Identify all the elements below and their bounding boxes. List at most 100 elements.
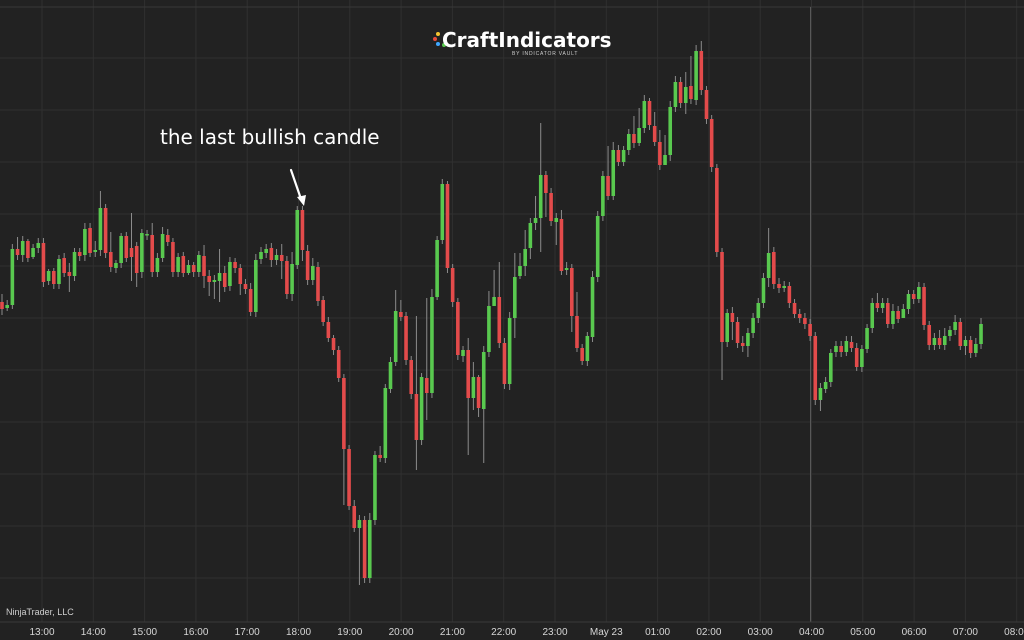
bearish-candle-body <box>772 252 776 284</box>
candle <box>544 171 548 217</box>
candle <box>979 318 983 349</box>
bullish-candle-body <box>595 216 600 277</box>
candle <box>637 108 641 146</box>
candle <box>466 338 470 455</box>
candle <box>626 129 631 155</box>
bullish-candle-body <box>979 324 983 344</box>
candle <box>507 312 512 390</box>
candle <box>782 281 786 292</box>
candle <box>290 252 294 301</box>
bullish-candle-body <box>538 175 543 218</box>
candle <box>720 248 724 380</box>
bullish-candle-body <box>290 264 294 294</box>
x-tick-label: 14:00 <box>81 627 106 638</box>
bullish-candle-body <box>217 273 222 281</box>
candle <box>927 321 932 350</box>
bullish-candle-body <box>461 350 465 356</box>
candle <box>746 328 750 357</box>
candle <box>911 290 916 304</box>
candle <box>383 384 388 463</box>
bearish-candle-body <box>911 294 916 299</box>
candle <box>585 332 590 366</box>
candle <box>554 213 559 245</box>
candle <box>901 304 906 318</box>
bullish-candle-body <box>72 252 77 276</box>
candle <box>963 336 968 355</box>
bullish-candle-body <box>668 107 673 155</box>
bullish-candle-body <box>5 305 9 308</box>
logo-dot-1 <box>436 32 440 36</box>
candle <box>725 309 729 347</box>
bullish-candle-body <box>393 311 398 362</box>
bearish-candle-body <box>787 286 792 303</box>
x-tick-label: May 23 <box>590 627 623 638</box>
bearish-candle-body <box>326 322 331 338</box>
candle <box>5 300 9 311</box>
bullish-candle-body <box>140 233 144 272</box>
candle <box>575 292 579 352</box>
bullish-candle-body <box>513 277 517 318</box>
candle <box>264 244 268 258</box>
candle <box>777 278 781 293</box>
candle <box>197 251 201 277</box>
candle <box>932 333 937 350</box>
candle <box>948 326 952 341</box>
bearish-candle-body <box>52 271 56 284</box>
brand-name: CraftIndicators <box>442 28 612 52</box>
candle <box>305 245 310 285</box>
brand-logo: CraftIndicators BY INDICATOR VAULT <box>433 28 612 57</box>
bearish-candle-body <box>678 82 683 103</box>
bullish-candle-body <box>481 352 486 409</box>
candle <box>616 145 621 166</box>
candle <box>699 41 704 95</box>
bearish-candle-body <box>0 302 4 309</box>
candle <box>632 116 636 148</box>
bullish-candle-body <box>974 344 978 353</box>
bearish-candle-body <box>445 184 450 268</box>
candle <box>570 264 574 332</box>
candle <box>968 336 973 358</box>
x-tick-label: 13:00 <box>29 627 54 638</box>
bearish-candle-body <box>777 284 781 288</box>
candle <box>300 206 305 261</box>
candle <box>134 242 139 287</box>
candle <box>26 239 30 262</box>
bearish-candle-body <box>424 378 429 393</box>
candle <box>461 346 465 362</box>
bearish-candle-body <box>704 90 709 119</box>
bearish-candle-body <box>839 346 843 352</box>
candle <box>62 253 66 277</box>
bearish-candle-body <box>730 313 735 322</box>
candle <box>642 95 647 133</box>
candle <box>580 344 584 365</box>
candle <box>792 299 797 318</box>
candle <box>513 253 517 338</box>
bullish-candle-body <box>683 87 688 103</box>
bullish-candle-body <box>10 249 15 305</box>
bullish-candle-body <box>554 218 559 222</box>
candle <box>813 332 818 405</box>
candle <box>41 238 46 287</box>
bearish-candle-body <box>466 350 470 398</box>
bearish-candle-body <box>404 316 408 360</box>
bullish-candle-body <box>46 271 51 281</box>
candle <box>456 298 460 360</box>
bearish-candle-body <box>502 343 507 384</box>
bullish-candle-body <box>440 184 445 240</box>
candle <box>834 341 838 357</box>
bullish-candle-body <box>228 262 232 286</box>
bullish-candle-body <box>176 257 180 272</box>
candle <box>891 304 895 329</box>
bullish-candle-body <box>93 250 98 252</box>
bearish-candle-body <box>803 318 807 324</box>
bearish-candle-body <box>129 248 134 257</box>
bullish-candle-body <box>367 520 372 578</box>
bullish-candle-body <box>373 455 377 520</box>
candle <box>217 249 222 302</box>
candle <box>0 294 4 315</box>
bullish-candle-body <box>746 333 750 346</box>
bullish-candle-body <box>932 338 937 345</box>
candle <box>704 86 709 124</box>
candle <box>658 130 662 170</box>
candle <box>803 313 807 329</box>
